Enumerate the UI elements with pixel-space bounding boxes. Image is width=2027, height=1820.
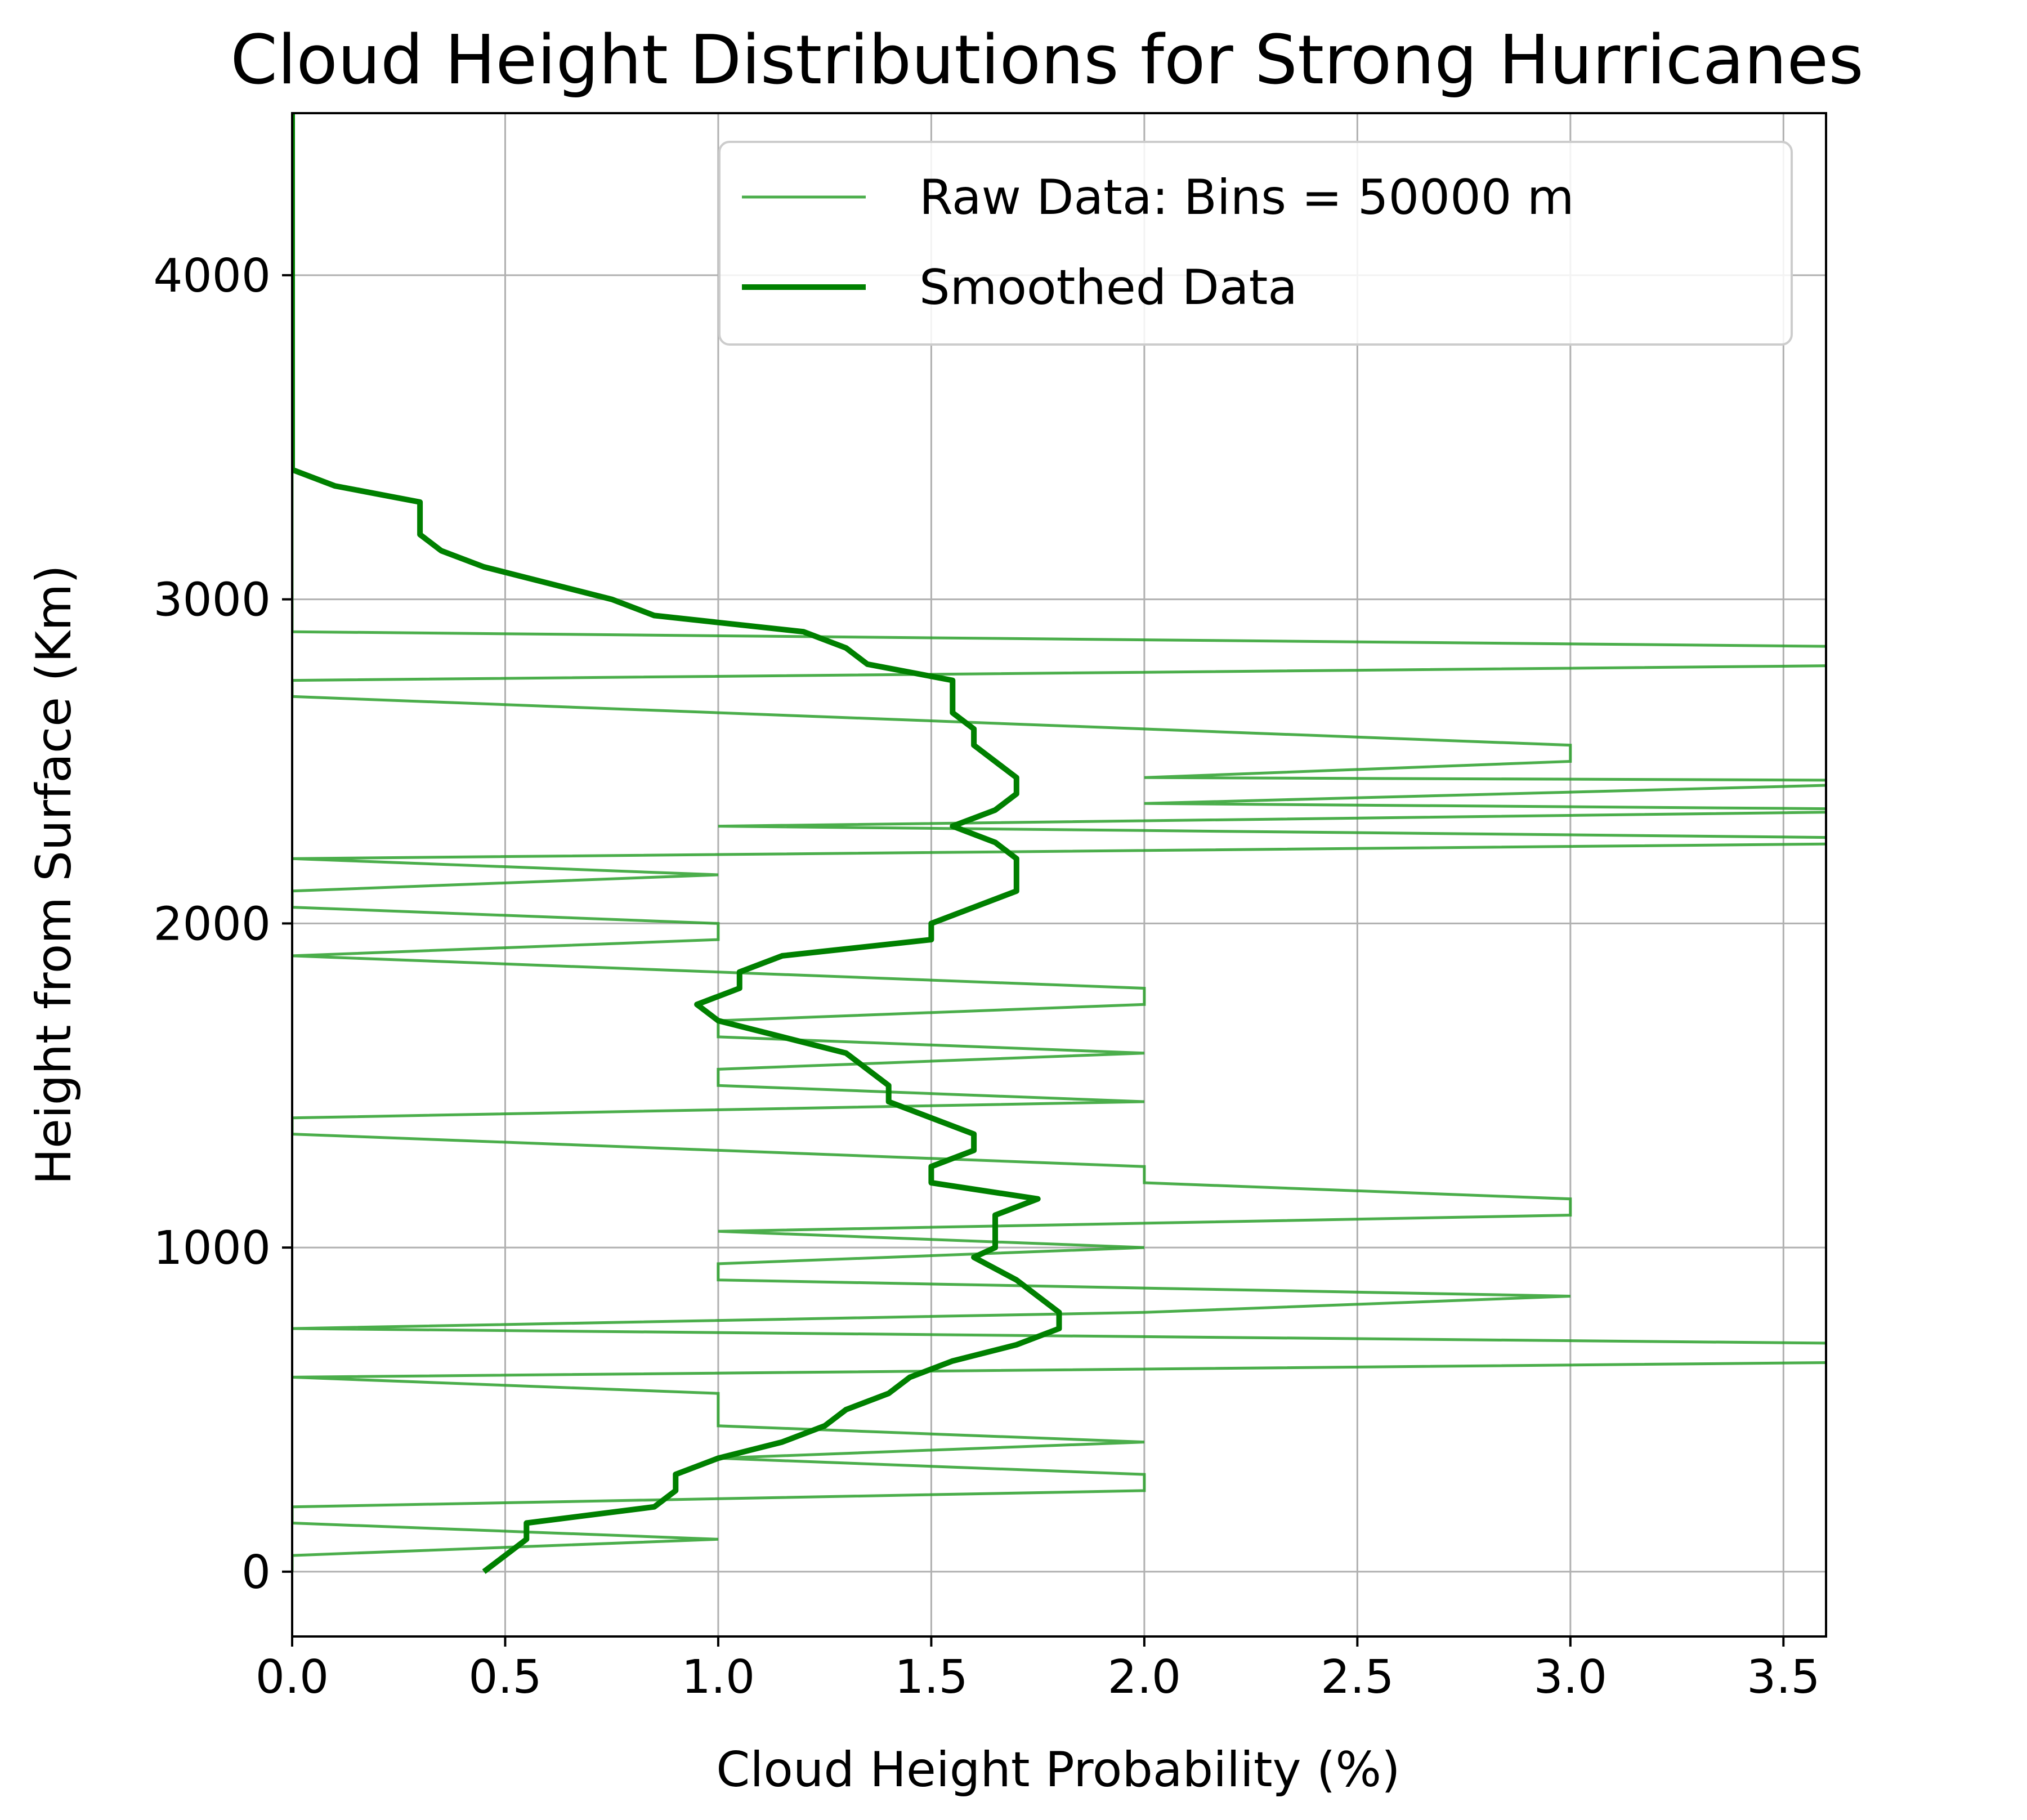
x-tick-label: 2.0 xyxy=(1108,1651,1181,1704)
x-tick-label: 1.5 xyxy=(894,1651,968,1704)
y-tick-label: 0 xyxy=(241,1546,271,1599)
x-tick-label: 0.0 xyxy=(256,1651,329,1704)
x-axis-label: Cloud Height Probability (%) xyxy=(716,1742,1400,1798)
y-axis-ticks: 0 1000 2000 3000 4000 xyxy=(153,249,292,1599)
x-tick-label: 3.0 xyxy=(1534,1651,1607,1704)
x-tick-label: 1.0 xyxy=(682,1651,755,1704)
x-tick-label: 2.5 xyxy=(1321,1651,1394,1704)
legend: Raw Data: Bins = 50000 m Smoothed Data xyxy=(718,141,1793,346)
legend-box xyxy=(718,141,1793,346)
chart-title: Cloud Height Distributions for Strong Hu… xyxy=(230,21,1863,100)
y-tick-label: 3000 xyxy=(153,574,271,627)
y-tick-label: 1000 xyxy=(153,1222,271,1275)
smoothed-data-line xyxy=(292,113,1062,1574)
legend-label-raw: Raw Data: Bins = 50000 m xyxy=(919,169,1574,226)
x-tick-label: 3.5 xyxy=(1747,1651,1820,1704)
plot-frame xyxy=(291,112,1827,1638)
y-tick-label: 2000 xyxy=(153,897,271,951)
raw-data-line xyxy=(292,113,1826,1572)
x-tick-label: 0.5 xyxy=(468,1651,542,1704)
legend-label-smoothed: Smoothed Data xyxy=(919,260,1297,316)
x-axis-ticks: 0.0 0.5 1.0 1.5 2.0 2.5 3.0 3.5 xyxy=(256,1636,1820,1704)
y-tick-label: 4000 xyxy=(153,249,271,303)
y-axis-label: Height from Surface (Km) xyxy=(26,565,82,1184)
